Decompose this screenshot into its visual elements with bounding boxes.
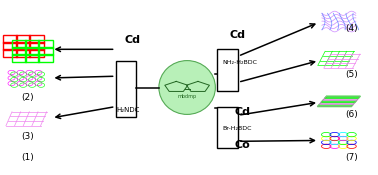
Text: Co: Co bbox=[235, 140, 251, 150]
Bar bbox=[29, 42, 43, 50]
Text: Cd: Cd bbox=[235, 107, 251, 117]
Text: Cd: Cd bbox=[124, 35, 140, 45]
Text: (1): (1) bbox=[22, 153, 34, 162]
Bar bbox=[12, 40, 26, 48]
Bar bbox=[38, 40, 53, 48]
Bar bbox=[38, 47, 53, 55]
Bar bbox=[217, 49, 238, 91]
Bar bbox=[3, 49, 17, 57]
Bar bbox=[116, 61, 136, 117]
Text: NH₂-H₂BDC: NH₂-H₂BDC bbox=[222, 60, 257, 65]
Text: (7): (7) bbox=[345, 153, 358, 162]
Bar bbox=[16, 42, 31, 50]
Ellipse shape bbox=[159, 61, 215, 114]
Bar bbox=[16, 49, 31, 57]
Text: (6): (6) bbox=[345, 110, 358, 119]
Text: (2): (2) bbox=[22, 93, 34, 101]
Bar bbox=[3, 35, 17, 43]
Polygon shape bbox=[318, 104, 353, 107]
Bar bbox=[29, 49, 43, 57]
Text: (3): (3) bbox=[22, 132, 34, 141]
Bar bbox=[12, 54, 26, 62]
Bar bbox=[12, 47, 26, 55]
Bar bbox=[3, 42, 17, 50]
Text: Cd: Cd bbox=[230, 30, 246, 40]
Polygon shape bbox=[325, 96, 360, 98]
Bar bbox=[25, 40, 39, 48]
Text: (4): (4) bbox=[345, 24, 358, 33]
Text: Br-H₂BDC: Br-H₂BDC bbox=[222, 126, 252, 131]
Bar bbox=[38, 54, 53, 62]
Bar bbox=[217, 107, 238, 148]
Bar bbox=[25, 47, 39, 55]
Bar bbox=[16, 35, 31, 43]
Text: mbdmp: mbdmp bbox=[178, 94, 197, 99]
Polygon shape bbox=[319, 102, 355, 104]
Polygon shape bbox=[321, 100, 357, 102]
Bar bbox=[29, 35, 43, 43]
Text: (5): (5) bbox=[345, 70, 358, 79]
Bar bbox=[25, 54, 39, 62]
Text: H₂NDC: H₂NDC bbox=[117, 107, 140, 113]
Polygon shape bbox=[323, 98, 359, 100]
